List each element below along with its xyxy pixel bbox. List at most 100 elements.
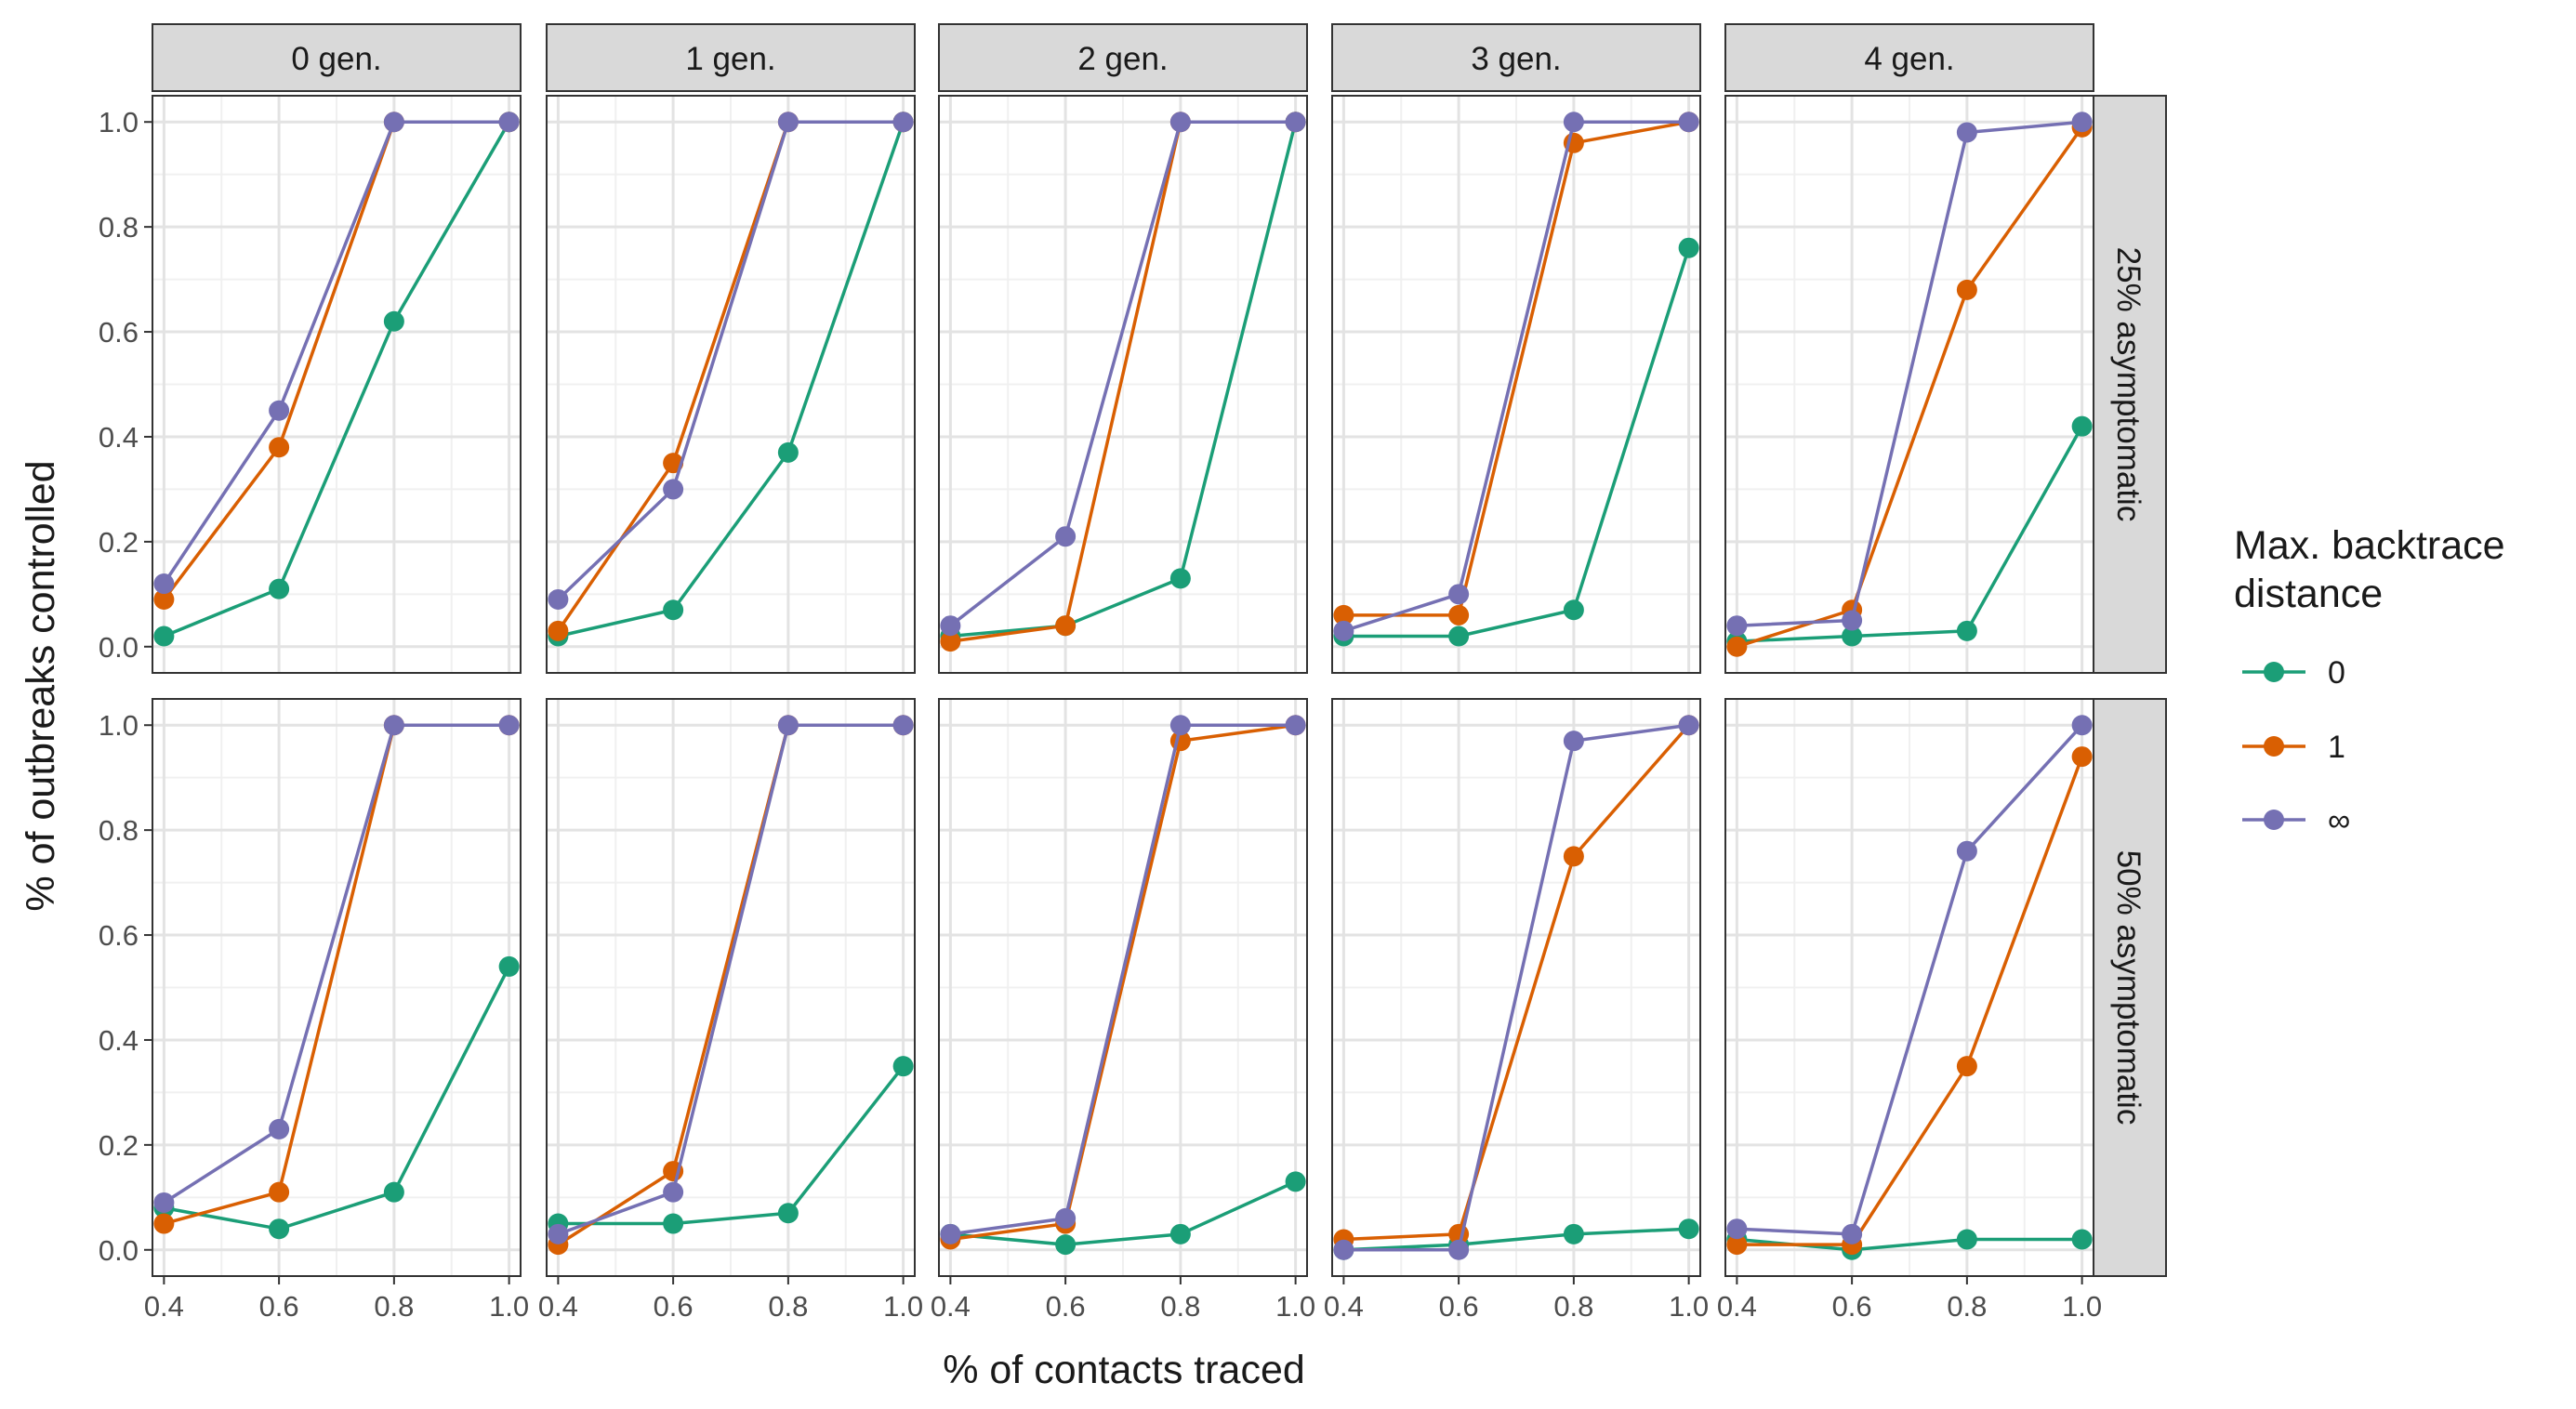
x-tick-label: 0.4: [1717, 1290, 1757, 1323]
data-point-backtrace-inf: [663, 479, 684, 500]
data-point-backtrace-0: [1169, 1223, 1191, 1244]
data-point-backtrace-0: [663, 1213, 684, 1234]
panel-border: [546, 698, 916, 1277]
series-line-backtrace-inf: [1737, 724, 2083, 1236]
panel-border: [1331, 95, 1701, 674]
facet-panel: [938, 95, 1308, 674]
strip-background: [2093, 95, 2167, 674]
data-point-backtrace-inf: [153, 1192, 175, 1213]
data-point-backtrace-inf: [892, 112, 914, 133]
series-line-backtrace-0: [557, 121, 905, 639]
data-point-backtrace-inf: [269, 1118, 290, 1139]
data-point-backtrace-inf: [1726, 615, 1748, 637]
data-point-backtrace-0: [1956, 1229, 1977, 1250]
y-tick-label: 0.0: [99, 631, 139, 664]
data-point-backtrace-0: [1678, 237, 1699, 258]
data-point-backtrace-1: [548, 620, 569, 641]
x-tick-label: 1.0: [1669, 1290, 1709, 1323]
y-tick-label: 0.2: [99, 1129, 139, 1162]
x-tick-label: 0.8: [374, 1290, 414, 1323]
x-tick-label: 0.6: [1046, 1290, 1086, 1323]
data-point-backtrace-1: [269, 437, 290, 458]
series-line-backtrace-1: [1737, 756, 2084, 1246]
data-point-backtrace-inf: [1333, 620, 1354, 641]
series-line-backtrace-0: [1343, 1227, 1689, 1252]
data-point-backtrace-0: [383, 310, 404, 332]
legend-title-line-1: Max. backtrace: [2234, 523, 2505, 568]
data-point-backtrace-0: [153, 625, 175, 647]
legend-label: 0: [2328, 655, 2345, 691]
legend-item: 1: [2242, 730, 2345, 765]
data-point-backtrace-inf: [1285, 715, 1306, 736]
legend-item: ∞: [2242, 803, 2350, 838]
data-point-backtrace-0: [892, 1056, 914, 1077]
data-point-backtrace-inf: [1055, 1207, 1077, 1229]
data-point-backtrace-inf: [1563, 112, 1584, 133]
data-point-backtrace-0: [1563, 1223, 1584, 1244]
panel-border: [152, 698, 522, 1277]
data-point-backtrace-inf: [940, 615, 961, 637]
data-point-backtrace-inf: [1055, 526, 1077, 547]
data-point-backtrace-inf: [940, 1223, 961, 1244]
data-point-backtrace-inf: [153, 573, 175, 595]
data-point-backtrace-inf: [1169, 112, 1191, 133]
strip-label: 2 gen.: [1077, 41, 1168, 77]
x-tick-label: 1.0: [1275, 1290, 1315, 1323]
facet-panel: [1331, 95, 1701, 674]
data-point-backtrace-0: [1563, 599, 1584, 621]
series-line-backtrace-0: [950, 121, 1298, 639]
data-point-backtrace-inf: [1448, 584, 1470, 605]
data-point-backtrace-inf: [1285, 112, 1306, 133]
data-point-backtrace-0: [663, 599, 684, 621]
facet-strip-row: 25% asymptomatic: [2093, 95, 2167, 674]
series-line-backtrace-inf: [949, 120, 1296, 627]
series-line-backtrace-1: [1343, 724, 1690, 1242]
data-point-backtrace-0: [1678, 1218, 1699, 1240]
data-point-backtrace-0: [777, 441, 799, 463]
x-tick-label: 0.4: [1324, 1290, 1364, 1323]
strip-background: [546, 23, 916, 92]
series-line-backtrace-0: [1343, 247, 1691, 639]
facet-strip-column: 1 gen.: [546, 23, 916, 92]
x-tick-label: 0.4: [144, 1290, 184, 1323]
strip-background: [152, 23, 522, 92]
legend-key-point: [2264, 736, 2284, 757]
series-line-backtrace-1: [1343, 120, 1689, 617]
data-point-backtrace-inf: [1842, 1223, 1863, 1244]
facet-panel: 0.4 0.6 0.8 1.0: [538, 698, 923, 1323]
x-tick-label: 0.6: [259, 1290, 299, 1323]
data-point-backtrace-inf: [383, 112, 404, 133]
y-tick-label: 0.0: [99, 1234, 139, 1267]
y-tick-label: 0.8: [99, 211, 139, 244]
series-line-backtrace-inf: [163, 723, 509, 1205]
data-point-backtrace-1: [1448, 604, 1470, 625]
x-tick-label: 1.0: [2062, 1290, 2102, 1323]
x-tick-label: 0.8: [768, 1290, 808, 1323]
data-point-backtrace-1: [1956, 1056, 1977, 1077]
legend-key-point: [2264, 662, 2284, 682]
data-point-backtrace-inf: [1956, 840, 1977, 862]
data-point-backtrace-inf: [1333, 1239, 1354, 1260]
data-point-backtrace-inf: [1448, 1239, 1470, 1260]
facet-panel: 0.4 0.6 0.8 1.0: [931, 698, 1315, 1323]
data-point-backtrace-0: [1956, 620, 1977, 641]
x-axis-title: % of contacts traced: [943, 1348, 1305, 1392]
data-point-backtrace-0: [1842, 625, 1863, 647]
data-point-backtrace-0: [777, 1203, 799, 1224]
series-line-backtrace-0: [558, 1065, 905, 1226]
panel-border: [152, 95, 522, 674]
data-point-backtrace-inf: [498, 715, 520, 736]
strip-background: [1724, 23, 2094, 92]
series-line-backtrace-inf: [1737, 120, 2082, 627]
panel-border: [1724, 95, 2094, 674]
facet-strip-column: 3 gen.: [1331, 23, 1701, 92]
facet-strip-column: 0 gen.: [152, 23, 522, 92]
strip-background: [938, 23, 1308, 92]
series-line-backtrace-1: [950, 723, 1296, 1242]
data-point-backtrace-inf: [269, 400, 290, 421]
data-point-backtrace-inf: [892, 715, 914, 736]
x-tick-label: 0.8: [1553, 1290, 1593, 1323]
legend-label: ∞: [2328, 803, 2350, 838]
